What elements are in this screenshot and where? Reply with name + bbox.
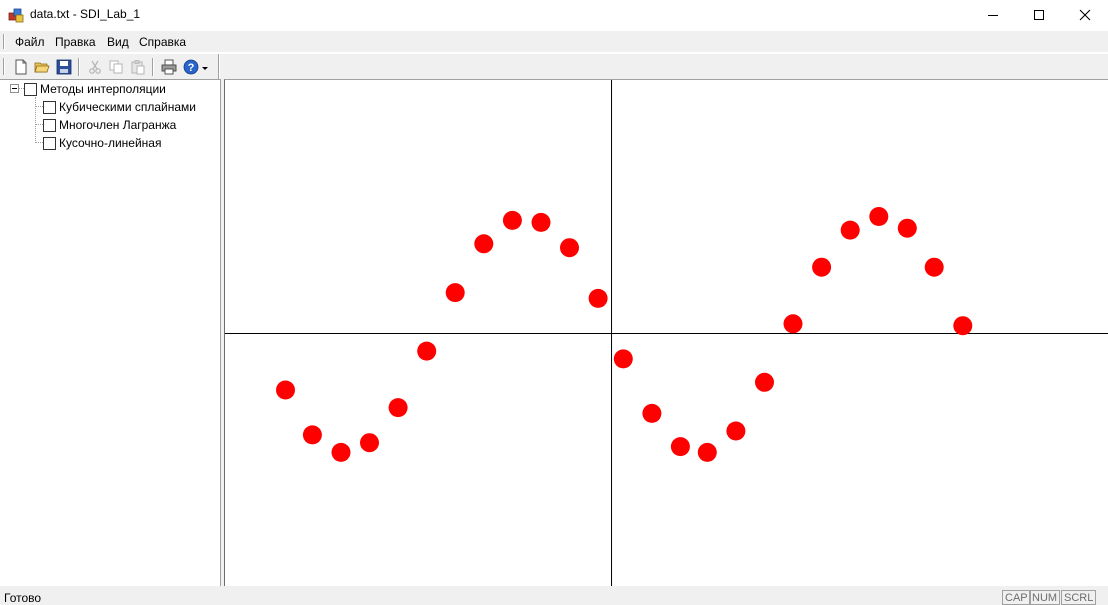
minimize-icon (988, 15, 998, 16)
open-button[interactable] (33, 58, 51, 76)
close-icon (1079, 9, 1091, 21)
data-point (331, 442, 351, 462)
minimize-button[interactable] (970, 0, 1016, 30)
data-point (613, 349, 633, 369)
data-point (812, 257, 832, 277)
data-point (869, 207, 889, 226)
open-folder-icon (34, 62, 50, 73)
data-point (588, 288, 608, 308)
copy-icon (109, 60, 123, 74)
window-title: data.txt - SDI_Lab_1 (30, 7, 141, 21)
data-point (302, 425, 322, 445)
toolbar-band: ? (0, 54, 218, 80)
toolbar-separator (152, 58, 154, 76)
data-point (474, 234, 494, 254)
tree-item-lagrange[interactable]: Многочлен Лагранжа (43, 117, 176, 133)
checkbox-lagrange[interactable] (43, 118, 56, 132)
data-point (388, 398, 408, 418)
num-lock-indicator: NUM (1029, 590, 1061, 605)
data-point (445, 283, 465, 303)
data-point (840, 220, 860, 240)
caps-lock-indicator: CAP (1002, 590, 1031, 605)
toolbar: ? (0, 53, 1108, 80)
status-bar: Готово CAP NUM SCRL (0, 586, 1108, 605)
maximize-button[interactable] (1016, 0, 1062, 30)
maximize-icon (1034, 10, 1044, 20)
plot-view[interactable] (224, 79, 1108, 587)
data-point (953, 316, 973, 336)
tree-item-root[interactable]: Методы интерполяции (24, 81, 166, 97)
tree-collapse-toggle[interactable] (10, 84, 19, 93)
data-point (531, 212, 551, 232)
toolbar-band-edge (218, 54, 220, 80)
title-bar: data.txt - SDI_Lab_1 (0, 0, 1108, 30)
toolbar-grip[interactable] (3, 58, 5, 75)
tree-item-cubic-splines[interactable]: Кубическими сплайнами (43, 99, 196, 115)
data-point (755, 372, 774, 392)
menu-grip (3, 34, 5, 49)
tree-item-label: Кусочно-линейная (59, 136, 162, 150)
menu-help[interactable]: Справка (139, 35, 187, 49)
new-button[interactable] (12, 58, 30, 76)
paste-button[interactable] (129, 58, 147, 76)
tree-item-label: Кубическими сплайнами (59, 100, 196, 114)
help-button[interactable]: ? (182, 58, 200, 76)
scatter-plot (225, 80, 1108, 587)
checkbox-cubic-splines[interactable] (43, 100, 56, 114)
cut-button[interactable] (86, 58, 104, 76)
pane-splitter[interactable] (221, 79, 224, 586)
print-icon (161, 59, 177, 75)
data-point (642, 403, 662, 423)
data-point (897, 218, 917, 238)
tree-connector (35, 124, 43, 125)
data-point (560, 238, 579, 258)
save-disk-icon (56, 59, 72, 75)
status-text: Готово (4, 591, 42, 605)
app-icon (8, 8, 24, 23)
new-file-icon (15, 59, 27, 75)
data-point (697, 442, 717, 462)
help-dropdown-button[interactable] (200, 58, 210, 76)
interpolation-tree (0, 79, 221, 586)
data-point (417, 341, 437, 361)
data-point (924, 257, 944, 277)
paste-icon (131, 60, 145, 75)
menu-view[interactable]: Вид (107, 35, 129, 49)
checkbox-piecewise-linear[interactable] (43, 136, 56, 150)
tree-connector (35, 106, 43, 107)
data-point (360, 433, 379, 453)
tree-connector (19, 88, 24, 89)
tree-connector (35, 97, 36, 143)
tree-item-label: Многочлен Лагранжа (59, 118, 177, 132)
close-button[interactable] (1062, 0, 1108, 30)
data-point (783, 314, 803, 334)
help-icon: ? (183, 59, 199, 75)
cut-icon (89, 60, 101, 74)
tree-item-piecewise-linear[interactable]: Кусочно-линейная (43, 135, 161, 151)
checkbox-root[interactable] (24, 82, 37, 96)
copy-button[interactable] (107, 58, 125, 76)
save-button[interactable] (55, 58, 73, 76)
menu-edit[interactable]: Правка (55, 35, 96, 49)
data-point (726, 421, 746, 441)
scroll-lock-indicator: SCRL (1061, 590, 1097, 605)
data-point (502, 210, 522, 230)
tree-connector (35, 142, 43, 143)
chevron-down-icon (202, 67, 208, 70)
menu-file[interactable]: Файл (15, 35, 45, 49)
menu-bar: Файл Правка Вид Справка (0, 31, 1108, 52)
toolbar-separator (78, 58, 80, 76)
data-point (670, 437, 690, 457)
data-point (276, 380, 295, 400)
svg-text:?: ? (188, 62, 195, 74)
tree-root-label: Методы интерполяции (40, 82, 166, 96)
print-button[interactable] (160, 58, 178, 76)
